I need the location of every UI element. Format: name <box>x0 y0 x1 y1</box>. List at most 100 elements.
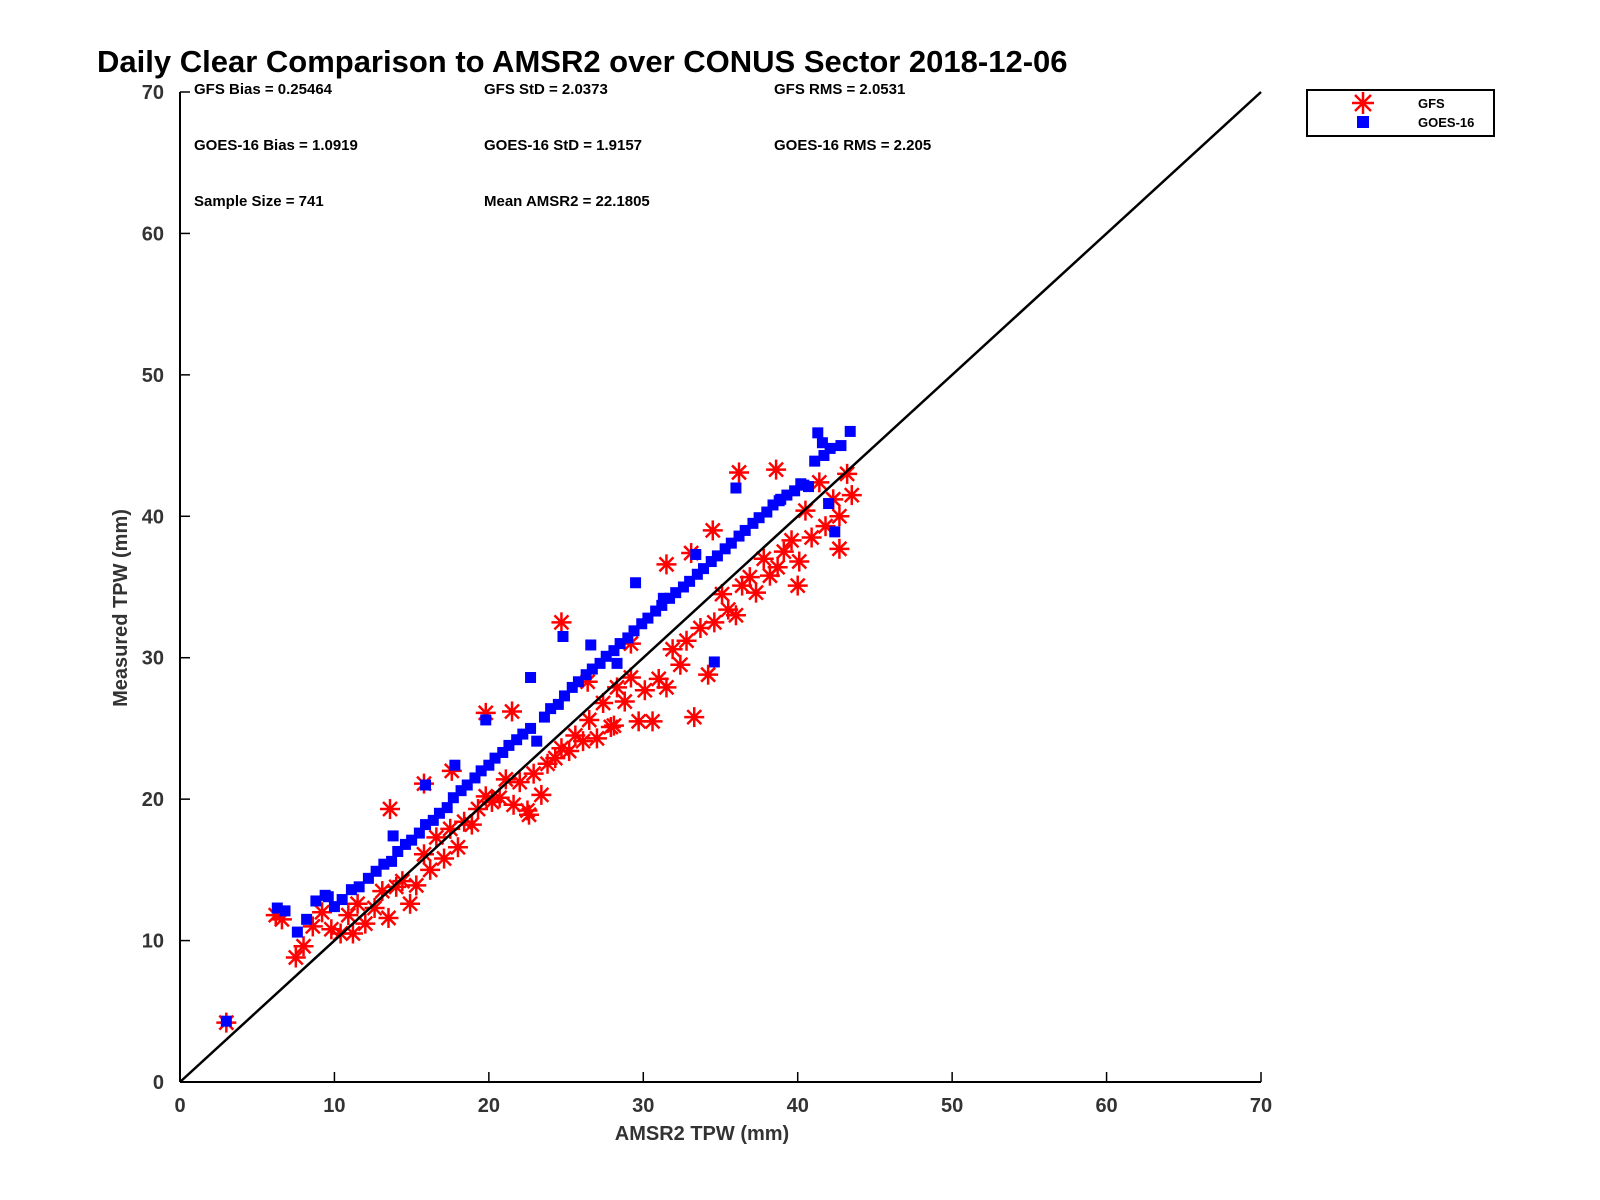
data-point-gfs <box>767 557 788 578</box>
data-point-goes-16 <box>291 926 303 938</box>
stat-annotation: GOES-16 Bias = 1.0919 <box>194 137 358 154</box>
data-point-goes-16 <box>789 485 801 497</box>
data-point-gfs <box>698 664 719 685</box>
data-point-goes-16 <box>753 512 765 524</box>
data-point-goes-16 <box>362 872 374 884</box>
x-tick-label: 50 <box>941 1095 963 1117</box>
data-point-goes-16 <box>386 855 398 867</box>
data-point-goes-16 <box>818 449 830 461</box>
data-point-gfs <box>684 707 705 728</box>
stat-annotation: Mean AMSR2 = 22.1805 <box>484 193 650 210</box>
data-point-gfs <box>773 541 794 562</box>
data-point-goes-16 <box>781 489 793 501</box>
data-point-goes-16 <box>469 772 481 784</box>
data-point-gfs <box>378 907 399 928</box>
data-point-goes-16 <box>747 517 759 529</box>
data-point-goes-16 <box>773 495 785 507</box>
data-point-goes-16 <box>538 711 550 723</box>
data-point-gfs <box>347 893 368 914</box>
data-point-gfs <box>573 731 594 752</box>
data-point-gfs <box>603 715 624 736</box>
data-point-gfs <box>789 551 810 572</box>
data-point-goes-16 <box>480 714 492 726</box>
data-point-goes-16 <box>545 703 557 715</box>
data-point-goes-16 <box>572 676 584 688</box>
data-point-gfs <box>523 763 544 784</box>
data-point-gfs <box>702 520 723 541</box>
data-point-goes-16 <box>585 639 597 651</box>
stat-annotation: GFS Bias = 0.25464 <box>194 81 333 98</box>
series-goes-16 <box>220 425 856 1027</box>
x-tick-label: 30 <box>632 1095 654 1117</box>
data-point-gfs <box>642 711 663 732</box>
data-point-goes-16 <box>557 631 569 642</box>
data-point-gfs <box>559 741 580 762</box>
chart-title: Daily Clear Comparison to AMSR2 over CON… <box>97 44 1068 79</box>
data-point-goes-16 <box>812 427 824 439</box>
data-point-goes-16 <box>353 881 365 893</box>
data-point-goes-16 <box>767 499 779 511</box>
stat-annotation: GOES-16 StD = 1.9157 <box>484 137 642 154</box>
data-point-goes-16 <box>433 807 445 819</box>
data-point-goes-16 <box>461 779 473 791</box>
y-tick-label: 50 <box>142 365 164 387</box>
data-point-goes-16 <box>370 865 382 877</box>
data-point-goes-16 <box>378 858 390 870</box>
data-point-goes-16 <box>708 656 720 668</box>
data-point-goes-16 <box>586 663 598 675</box>
y-tick-label: 0 <box>153 1072 164 1094</box>
data-point-goes-16 <box>580 669 592 681</box>
data-point-gfs <box>614 691 635 712</box>
data-point-goes-16 <box>594 657 606 669</box>
data-point-goes-16 <box>622 632 634 644</box>
data-point-goes-16 <box>525 672 537 684</box>
data-point-gfs <box>519 804 540 825</box>
data-point-gfs <box>420 859 441 880</box>
data-point-gfs <box>355 913 376 934</box>
data-point-gfs <box>676 630 697 651</box>
data-point-goes-16 <box>483 759 495 771</box>
data-point-gfs <box>447 837 468 858</box>
data-point-goes-16 <box>690 548 702 560</box>
y-tick-label: 30 <box>142 648 164 670</box>
data-point-goes-16 <box>733 530 745 542</box>
data-point-goes-16 <box>711 550 723 562</box>
data-point-goes-16 <box>630 577 642 589</box>
data-point-goes-16 <box>650 605 662 617</box>
data-point-goes-16 <box>420 779 432 791</box>
data-point-gfs <box>704 612 725 633</box>
stats-annotations: GFS Bias = 0.25464 GFS StD = 2.0373 GFS RM… <box>194 81 931 210</box>
data-point-gfs <box>495 769 516 790</box>
plot-area: 0 10 20 30 40 50 60 70 0 10 20 30 40 50 60 70 GFS Bias… <box>142 81 1272 1117</box>
data-point-gfs <box>551 612 572 633</box>
stat-annotation: GFS StD = 2.0373 <box>484 81 608 98</box>
data-point-gfs <box>753 548 774 569</box>
data-point-gfs <box>841 485 862 506</box>
data-point-goes-16 <box>600 650 612 662</box>
data-point-goes-16 <box>664 592 676 604</box>
x-tick-label: 10 <box>323 1095 345 1117</box>
data-point-gfs <box>579 709 600 730</box>
y-axis-label: Measured TPW (mm) <box>110 509 132 707</box>
data-point-goes-16 <box>503 739 515 751</box>
data-point-gfs <box>634 680 655 701</box>
data-point-gfs <box>829 538 850 559</box>
data-point-goes-16 <box>271 902 283 914</box>
data-point-gfs <box>406 875 427 896</box>
data-point-goes-16 <box>823 498 835 510</box>
data-point-goes-16 <box>525 722 537 734</box>
y-tick-label: 20 <box>142 789 164 811</box>
data-point-goes-16 <box>413 827 425 839</box>
data-point-goes-16 <box>310 895 322 907</box>
data-point-goes-16 <box>670 587 682 599</box>
data-point-gfs <box>781 530 802 551</box>
data-point-gfs <box>342 923 363 944</box>
data-point-goes-16 <box>447 792 459 804</box>
data-point-gfs <box>787 575 808 596</box>
stat-annotation: Sample Size = 741 <box>194 193 324 210</box>
data-point-goes-16 <box>608 645 620 657</box>
data-point-goes-16 <box>614 638 626 650</box>
data-point-gfs <box>815 516 836 537</box>
data-point-goes-16 <box>677 581 689 593</box>
data-point-goes-16 <box>497 746 509 758</box>
